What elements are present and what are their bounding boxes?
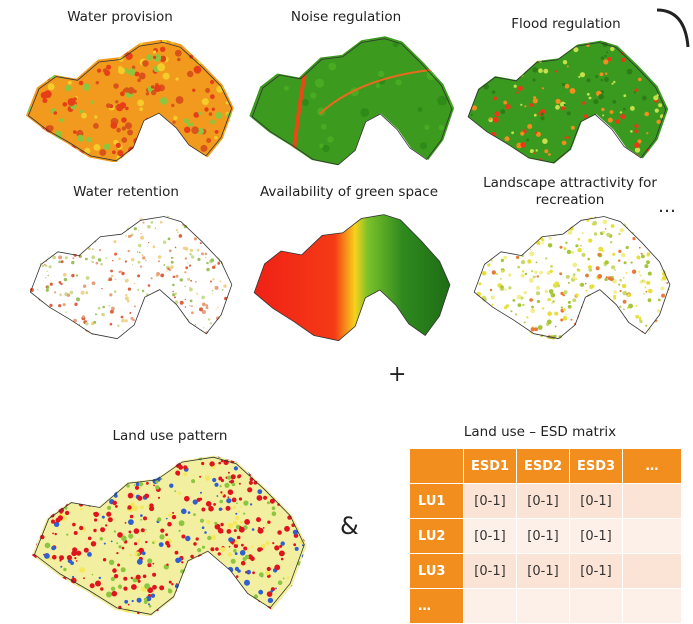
matrix-cell [622, 553, 682, 589]
matrix-cell: [0-1] [516, 553, 570, 589]
matrix-cell: [0-1] [463, 483, 517, 519]
matrix-cell: [0-1] [463, 518, 517, 554]
matrix-cell: [0-1] [463, 553, 517, 589]
matrix-cell: [0-1] [569, 518, 623, 554]
more-maps-ellipsis: … [658, 196, 677, 217]
land-use-esd-matrix: ESD1 ESD2 ESD3 … LU1 [0-1] [0-1] [0-1] L… [409, 448, 682, 624]
plus-sign: + [388, 362, 407, 387]
map-flood-regulation [462, 40, 670, 164]
map-noise-regulation [246, 36, 456, 166]
map-land-use-pattern [26, 454, 310, 616]
matrix-title: Land use – ESD matrix [463, 424, 617, 440]
ampersand-sign: & [340, 512, 359, 540]
matrix-cell [463, 588, 517, 624]
map-green-space [248, 212, 454, 342]
matrix-row-header: … [409, 588, 464, 624]
matrix-col-header: ESD3 [569, 448, 623, 484]
matrix-cell: [0-1] [516, 483, 570, 519]
matrix-row: LU3 [0-1] [0-1] [0-1] [409, 553, 682, 589]
matrix-cell: [0-1] [569, 553, 623, 589]
matrix-cell [516, 588, 570, 624]
matrix-cell: [0-1] [569, 483, 623, 519]
land-use-label: Land use pattern [112, 428, 228, 444]
matrix-cell [622, 483, 682, 519]
matrix-cell [569, 588, 623, 624]
matrix-row-header: LU3 [409, 553, 464, 589]
matrix-row: … [409, 588, 682, 624]
decorative-arc [656, 8, 690, 48]
matrix-row-header: LU2 [409, 518, 464, 554]
matrix-col-header: … [622, 448, 682, 484]
map-label-water-provision: Water provision [67, 9, 173, 25]
map-label-noise-regulation: Noise regulation [290, 9, 402, 25]
map-water-retention [24, 214, 236, 340]
matrix-cell [622, 588, 682, 624]
matrix-col-header: ESD1 [463, 448, 517, 484]
matrix-col-header: ESD2 [516, 448, 570, 484]
matrix-cell: [0-1] [516, 518, 570, 554]
map-landscape-attractivity [468, 214, 674, 340]
matrix-row: LU2 [0-1] [0-1] [0-1] [409, 518, 682, 554]
map-label-flood-regulation: Flood regulation [511, 16, 621, 32]
map-label-green-space: Availability of green space [259, 184, 439, 200]
matrix-row: LU1 [0-1] [0-1] [0-1] [409, 483, 682, 519]
map-label-landscape-attractivity: Landscape attractivity for recreation [483, 175, 657, 208]
matrix-row-header: LU1 [409, 483, 464, 519]
matrix-cell [622, 518, 682, 554]
matrix-header-row: ESD1 ESD2 ESD3 … [409, 448, 682, 484]
map-water-provision [22, 40, 236, 162]
matrix-corner [409, 448, 464, 484]
map-label-water-retention: Water retention [73, 184, 179, 200]
